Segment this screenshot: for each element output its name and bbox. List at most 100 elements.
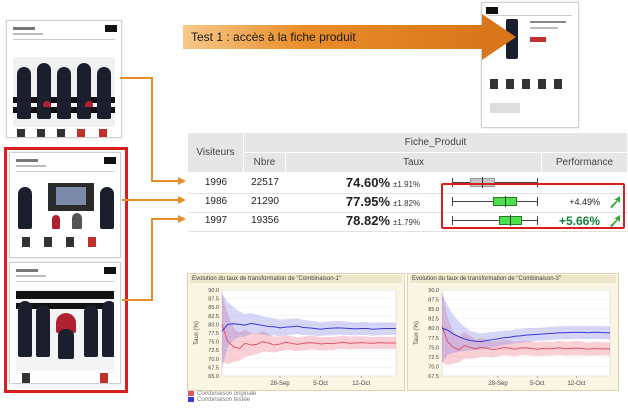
brand-logo	[104, 267, 116, 274]
product-thumb	[99, 129, 107, 137]
product-details-block	[490, 103, 520, 113]
y-tick-label: 77.5	[428, 336, 439, 342]
series-line	[441, 327, 610, 343]
product-thumb	[522, 79, 530, 89]
arrowhead-icon	[178, 177, 186, 185]
y-tick-label: 80.0	[428, 326, 439, 332]
trend-up-arrow-icon	[610, 215, 620, 227]
nbre-cell: 21290	[251, 196, 279, 207]
y-tick-label: 72.5	[428, 355, 439, 361]
header-text-line	[13, 33, 43, 35]
y-tick-label: 85.0	[208, 305, 219, 311]
series-line	[441, 326, 610, 351]
arrowhead-icon	[178, 215, 186, 223]
results-table: Visiteurs Fiche_Produit Nbre Taux Perfor…	[188, 133, 628, 232]
chart-title: Evolution du taux de transformation de "…	[410, 275, 616, 283]
product-thumb	[44, 237, 52, 247]
y-tick-label: 80.0	[208, 322, 219, 328]
add-to-cart-button	[530, 37, 546, 42]
test-banner: Test 1 : accès à la fiche produit	[183, 25, 483, 49]
visitors-cell: 1997	[204, 215, 228, 226]
legend-label: Combinaison originale	[197, 391, 257, 398]
chart-legend: Combinaison originale Combinaison testée	[188, 391, 256, 403]
product-thumb	[77, 129, 85, 137]
product-text-line	[530, 27, 558, 29]
product-thumb	[100, 373, 108, 383]
x-tick-label: 12-Oct	[567, 381, 585, 387]
variants-highlight-frame	[4, 147, 128, 393]
y-tick-label: 65.0	[208, 374, 219, 380]
x-tick-label: 12-Oct	[352, 381, 370, 387]
rate-cell: 78.82% ±1.79%	[318, 211, 448, 231]
visitors-cell: 1986	[204, 196, 228, 207]
y-tick-label: 87.5	[428, 298, 439, 304]
rate-confidence: ±1.91%	[393, 180, 421, 189]
arrowhead-icon	[178, 196, 186, 204]
brand-logo	[105, 25, 117, 32]
legend-label: Combinaison testée	[197, 397, 251, 404]
header-fiche-produit: Fiche_Produit	[244, 133, 628, 153]
header-text-line	[16, 159, 38, 162]
brand-logo	[104, 157, 116, 164]
product-thumb	[88, 237, 96, 247]
x-tick-label: 28-Sep	[488, 381, 508, 387]
performance-cell: +4.49%	[569, 197, 600, 207]
rate-cell: 74.60% ±1.91%	[318, 173, 448, 193]
legend-item-tested: Combinaison testée	[188, 397, 256, 403]
product-thumb	[66, 237, 74, 247]
chart-combinaison-1: Evolution du taux de transformation de "…	[187, 273, 405, 391]
header-text-line	[16, 269, 38, 272]
table-row: 1986 21290 77.95% ±1.82% +4.49%	[188, 192, 628, 213]
product-thumb	[506, 79, 514, 89]
y-tick-label: 82.5	[208, 314, 219, 320]
nav-divider	[16, 281, 114, 282]
header-text-line	[16, 165, 46, 167]
winning-variants-highlight	[441, 183, 625, 229]
nbre-cell: 19356	[251, 215, 279, 226]
header-taux: Taux	[286, 153, 542, 173]
product-thumb	[22, 237, 30, 247]
product-thumb	[490, 79, 498, 89]
y-tick-label: 90.0	[208, 288, 219, 294]
nav-divider	[16, 171, 114, 172]
product-thumb	[22, 373, 30, 383]
table-row: 1997 19356 78.82% ±1.79% +5.66%	[188, 211, 628, 232]
y-tick-label: 90.0	[428, 288, 439, 294]
banner-arrow-icon	[482, 14, 516, 60]
test-banner-label: Test 1 : accès à la fiche produit	[191, 30, 356, 44]
series-line	[221, 324, 396, 350]
product-text-line	[530, 21, 566, 23]
y-tick-label: 67.5	[208, 365, 219, 371]
y-tick-label: 70.0	[208, 357, 219, 363]
rate-confidence: ±1.82%	[393, 199, 421, 208]
y-axis-label: Taux (%)	[194, 321, 200, 345]
confidence-band	[442, 293, 610, 363]
header-nbre: Nbre	[244, 153, 286, 173]
rate-value: 74.60%	[345, 175, 390, 190]
hero-image	[13, 57, 115, 127]
rate-bullet-bar	[452, 177, 538, 189]
connector-arrow-original	[120, 77, 180, 182]
confidence-band	[222, 293, 396, 364]
rate-bullet-bar	[452, 215, 538, 227]
product-thumb	[37, 129, 45, 137]
table-row: 1996 22517 74.60% ±1.91%	[188, 173, 628, 194]
series-line	[221, 322, 396, 332]
header-text-line	[16, 275, 46, 277]
hero-image	[16, 289, 114, 371]
trend-up-arrow-icon	[610, 196, 620, 208]
nbre-cell: 22517	[251, 177, 279, 188]
thumbnail-variant-1	[9, 152, 121, 258]
visitors-cell: 1996	[204, 177, 228, 188]
rate-value: 78.82%	[345, 213, 390, 228]
header-performance: Performance	[542, 153, 628, 173]
chart-combinaison-3: Evolution du taux de transformation de "…	[407, 273, 619, 391]
rate-value: 77.95%	[345, 194, 390, 209]
rate-bullet-bar	[452, 196, 538, 208]
header-visitors: Visiteurs	[188, 133, 244, 173]
nav-divider	[13, 39, 115, 40]
y-tick-label: 70.0	[428, 364, 439, 370]
y-tick-label: 72.5	[208, 348, 219, 354]
performance-cell: +5.66%	[558, 214, 600, 228]
